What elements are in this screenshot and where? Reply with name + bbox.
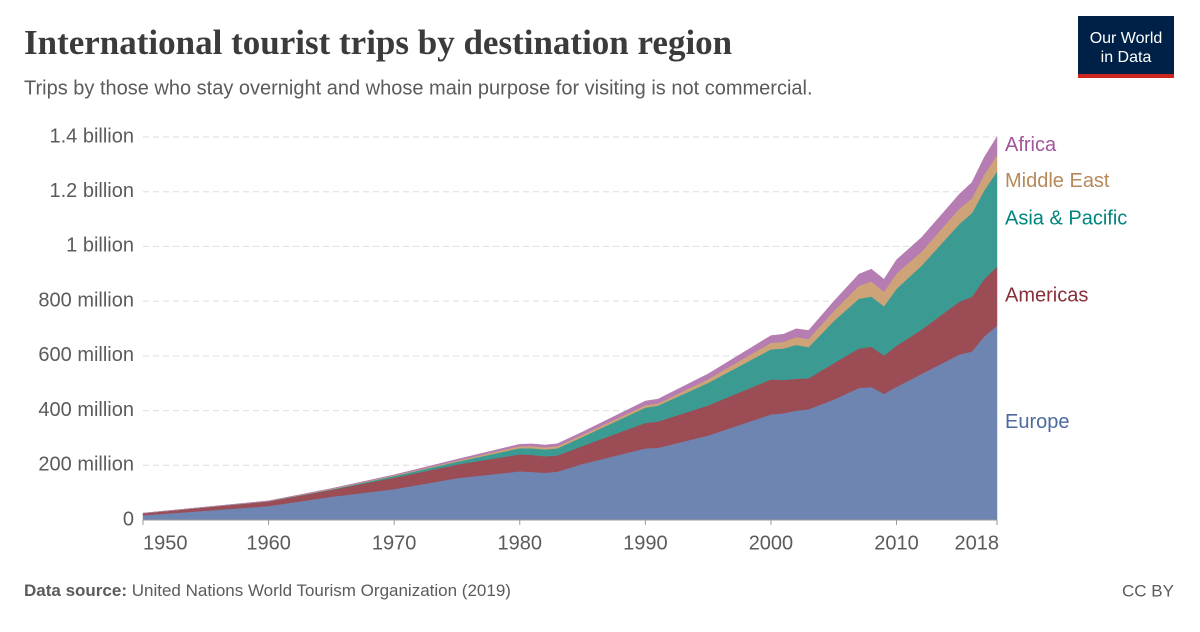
legend-label: Middle East xyxy=(1005,170,1110,192)
y-tick-label: 200 million xyxy=(38,454,134,476)
legend-label: Asia & Pacific xyxy=(1005,207,1127,229)
source-label: Data source: xyxy=(24,581,127,600)
y-tick-label: 1 billion xyxy=(66,235,134,257)
legend-label: Africa xyxy=(1005,134,1057,156)
y-tick-label: 1.4 billion xyxy=(49,125,134,147)
license: CC BY xyxy=(1122,581,1174,600)
source: Data source: United Nations World Touris… xyxy=(24,581,511,600)
y-tick-label: 600 million xyxy=(38,344,134,366)
x-tick-label: 2018 xyxy=(955,532,1000,554)
x-tick-label: 1950 xyxy=(143,532,188,554)
chart-title: International tourist trips by destinati… xyxy=(24,23,732,62)
x-tick-label: 2010 xyxy=(874,532,919,554)
logo-box xyxy=(1078,16,1174,74)
x-tick-label: 1990 xyxy=(623,532,668,554)
logo-bar xyxy=(1078,74,1174,78)
logo-text: Our World xyxy=(1090,30,1163,47)
legend-label: Europe xyxy=(1005,411,1070,433)
logo-text: in Data xyxy=(1101,49,1152,66)
x-tick-label: 1960 xyxy=(246,532,291,554)
x-tick-label: 1970 xyxy=(372,532,417,554)
legend-label: Americas xyxy=(1005,284,1088,306)
y-tick-label: 1.2 billion xyxy=(49,180,134,202)
y-tick-label: 400 million xyxy=(38,399,134,421)
source-text: United Nations World Tourism Organizatio… xyxy=(132,581,511,600)
logo: Our World in Data xyxy=(1078,16,1174,78)
y-tick-label: 800 million xyxy=(38,289,134,311)
plot: 0 200 million 400 million 600 million 800 mi… xyxy=(38,125,1127,554)
y-tick-label: 0 xyxy=(123,508,134,530)
x-tick-label: 1980 xyxy=(498,532,543,554)
chart-subtitle: Trips by those who stay overnight and wh… xyxy=(24,77,813,99)
area xyxy=(142,135,998,514)
x-tick-label: 2000 xyxy=(749,532,794,554)
